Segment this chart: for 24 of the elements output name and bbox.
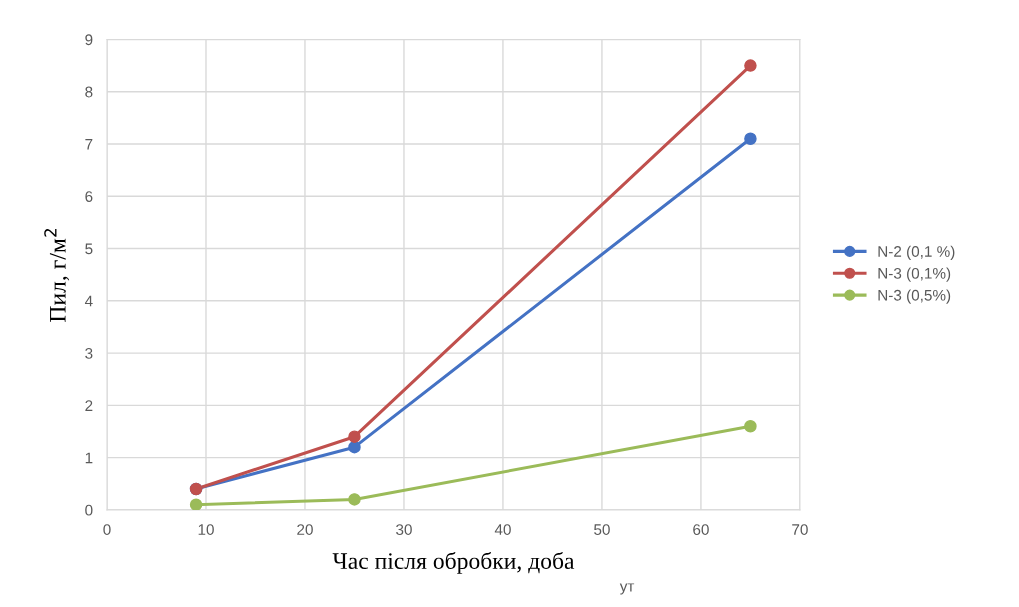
y-tick-label: 3 bbox=[85, 347, 93, 359]
y-tick-label: 1 bbox=[85, 452, 93, 464]
legend-label: N-3 (0,5%) bbox=[878, 289, 951, 304]
x-axis-title: Час після обробки, доба bbox=[332, 551, 575, 574]
x-tick-label: 70 bbox=[792, 524, 808, 535]
y-tick-label: 2 bbox=[85, 400, 93, 411]
y-tick-label: 0 bbox=[85, 504, 93, 516]
x-tick-label: 50 bbox=[594, 524, 610, 535]
y-tick-label: 9 bbox=[85, 34, 93, 46]
text: ут bbox=[619, 583, 635, 595]
y-tick-label: 8 bbox=[85, 86, 93, 98]
y-tick-label: 5 bbox=[85, 243, 93, 255]
x-tick-label: 30 bbox=[396, 524, 412, 535]
legend-label: N-2 (0,1 %) bbox=[878, 245, 955, 260]
y-axis-title: Пил, г/м$^{2}$ bbox=[44, 229, 70, 322]
legend-label: N-3 (0,1%) bbox=[878, 267, 951, 282]
x-tick-label: 0 bbox=[103, 524, 111, 535]
x-tick-label: 40 bbox=[494, 524, 511, 535]
x-tick-label: 60 bbox=[693, 524, 709, 535]
y-tick-label: 4 bbox=[84, 295, 93, 307]
x-tick-label: 10 bbox=[198, 524, 214, 535]
x-tick-label: 20 bbox=[297, 524, 313, 535]
y-tick-label: 7 bbox=[85, 139, 93, 150]
y-tick-label: 6 bbox=[85, 191, 93, 202]
